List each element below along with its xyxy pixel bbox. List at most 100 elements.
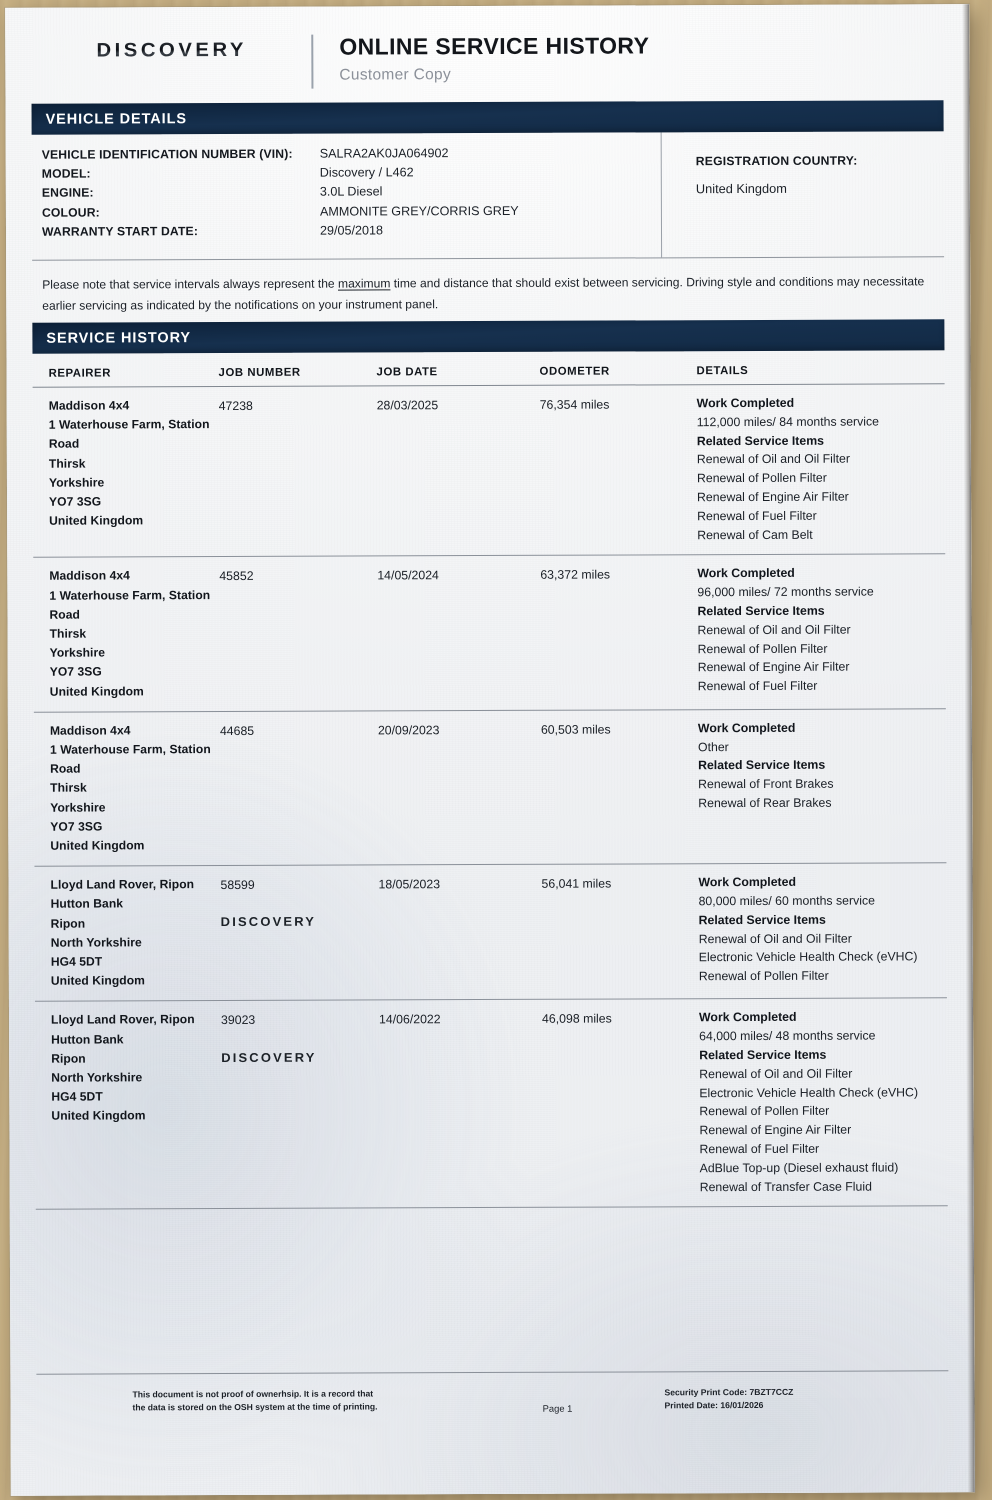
details-heading: Work Completed	[698, 875, 797, 890]
cell-odometer: 56,041 miles	[541, 873, 696, 989]
registration-country-block: REGISTRATION COUNTRY: United Kingdom	[662, 131, 944, 257]
cell-odometer: 63,372 miles	[540, 565, 696, 700]
cell-repairer: Maddison 4x4 1 Waterhouse Farm, Station Ro…	[34, 721, 221, 856]
value-vin: SALRA2AK0JA064902	[319, 146, 449, 161]
details-item: Renewal of Pollen Filter	[699, 1104, 830, 1119]
details-heading: Related Service Items	[697, 603, 825, 619]
repairer-address-line: Thirsk	[48, 456, 86, 471]
repairer-address-line: Lloyd Land Rover, Ripon	[50, 877, 195, 892]
value-warranty-start-date: 29/05/2018	[319, 223, 384, 238]
job-number-value: 45852	[219, 569, 254, 584]
service-history-rows: Maddison 4x4 1 Waterhouse Farm, Station Ro…	[32, 384, 948, 1211]
service-history-table-header: REPAIRER JOB NUMBER JOB DATE ODOMETER DE…	[32, 352, 945, 388]
cell-details: Work Completed 112,000 miles/ 84 months s…	[695, 393, 946, 544]
table-tail-rule	[35, 1206, 949, 1376]
footer-printed-date: Printed Date: 16/01/2026	[664, 1399, 764, 1411]
details-item: Renewal of Engine Air Filter	[697, 489, 849, 505]
details-item: 112,000 miles/ 84 months service	[696, 414, 880, 430]
details-item: Renewal of Fuel Filter	[697, 678, 818, 694]
cell-job-date: 20/09/2023	[378, 720, 542, 855]
table-row: Lloyd Land Rover, Ripon Hutton Bank Ripon N…	[34, 998, 948, 1211]
details-item: Renewal of Cam Belt	[697, 527, 813, 542]
repairer-address-line: United Kingdom	[49, 683, 144, 699]
repairer-address-line: Ripon	[50, 916, 86, 931]
cell-details: Work Completed 64,000 miles/ 48 months se…	[697, 1008, 948, 1197]
repairer-address-line: Maddison 4x4	[49, 568, 130, 584]
repairer-address-line: Ripon	[51, 1051, 86, 1066]
job-date-value: 28/03/2025	[376, 398, 439, 413]
vehicle-details-section: VEHICLE IDENTIFICATION NUMBER (VIN): MOD…	[31, 131, 945, 261]
document-header: DISCOVERY ONLINE SERVICE HISTORY Custome…	[31, 4, 943, 104]
details-item: AdBlue Top-up (Diesel exhaust fluid)	[699, 1160, 899, 1176]
cell-job-number: 58599 DISCOVERY	[220, 875, 378, 991]
repairer-address-line: North Yorkshire	[51, 1070, 143, 1085]
details-item: Renewal of Oil and Oil Filter	[698, 931, 852, 946]
details-heading: Related Service Items	[698, 758, 826, 773]
label-warranty-start-date: WARRANTY START DATE:	[41, 223, 199, 239]
note-underlined-word: maximum	[337, 276, 391, 291]
footer-print-info: Security Print Code: 7BZT7CCZ Printed Da…	[652, 1386, 944, 1412]
cell-job-number: 47238	[219, 395, 378, 546]
details-item: Renewal of Pollen Filter	[698, 968, 829, 984]
details-item: Electronic Vehicle Health Check (eVHC)	[698, 949, 918, 965]
details-item: Other	[697, 739, 729, 754]
repairer-address-line: Hutton Bank	[50, 896, 124, 912]
details-heading: Related Service Items	[698, 912, 826, 928]
repairer-address-line: Thirsk	[49, 626, 87, 641]
repairer-address-line: YO7 3SG	[49, 494, 102, 509]
repairer-address-line: Maddison 4x4	[48, 398, 130, 413]
repairer-address-line: Road	[48, 436, 80, 452]
repairer-address-line: Road	[50, 761, 81, 776]
table-row: Lloyd Land Rover, Ripon Hutton Bank Ripon N…	[34, 863, 947, 1003]
table-row: Maddison 4x4 1 Waterhouse Farm, Station Ro…	[33, 554, 946, 713]
repairer-address-line: Hutton Bank	[51, 1032, 124, 1047]
cell-repairer: Maddison 4x4 1 Waterhouse Farm, Station Ro…	[33, 566, 220, 701]
document-footer: This document is not proof of ownerhsip.…	[36, 1372, 948, 1418]
details-item: Renewal of Engine Air Filter	[697, 659, 850, 675]
label-engine: ENGINE:	[41, 185, 94, 201]
footer-page-number: Page 1	[542, 1403, 573, 1415]
repairer-address-line: HG4 5DT	[51, 1089, 103, 1104]
job-number-value: 39023	[221, 1013, 256, 1028]
repairer-address-line: 1 Waterhouse Farm, Station	[49, 587, 211, 603]
details-item: Electronic Vehicle Health Check (eVHC)	[699, 1084, 919, 1100]
cell-details: Work Completed 80,000 miles/ 60 months se…	[696, 872, 946, 988]
label-vin: VEHICLE IDENTIFICATION NUMBER (VIN):	[41, 146, 293, 162]
brand-logo-area: DISCOVERY	[31, 33, 311, 63]
vehicle-details-left: VEHICLE IDENTIFICATION NUMBER (VIN): MOD…	[31, 132, 663, 260]
page-title: ONLINE SERVICE HISTORY	[339, 32, 650, 60]
repairer-address-line: 1 Waterhouse Farm, Station	[49, 742, 211, 757]
repairer-address-line: Yorkshire	[49, 645, 105, 660]
footer-security-print-code: Security Print Code: 7BZT7CCZ	[664, 1387, 794, 1398]
footer-disclaimer-line-2: the data is stored on the OSH system at …	[132, 1401, 378, 1413]
column-header-job-number: JOB NUMBER	[218, 366, 301, 380]
vehicle-details-values: SALRA2AK0JA064902 Discovery / L462 3.0L …	[317, 145, 519, 259]
repairer-address-line: Maddison 4x4	[49, 723, 131, 738]
job-date-value: 14/05/2024	[377, 568, 439, 583]
cell-job-date: 28/03/2025	[377, 395, 541, 546]
service-history-document: DISCOVERY ONLINE SERVICE HISTORY Custome…	[5, 4, 975, 1496]
label-registration-country: REGISTRATION COUNTRY:	[695, 153, 858, 169]
repairer-address-line: YO7 3SG	[49, 664, 102, 680]
vehicle-details-band-label: VEHICLE DETAILS	[45, 110, 187, 128]
job-number-value: 47238	[218, 398, 253, 414]
cell-job-number: 45852	[219, 566, 378, 701]
repairer-address-line: Road	[49, 607, 80, 622]
job-date-value: 18/05/2023	[378, 877, 441, 892]
value-registration-country: United Kingdom	[695, 180, 787, 197]
column-header-odometer: ODOMETER	[539, 365, 610, 378]
details-heading: Work Completed	[697, 720, 796, 735]
column-header-job-date: JOB DATE	[376, 366, 438, 379]
cell-repairer: Lloyd Land Rover, Ripon Hutton Bank Ripon N…	[35, 1010, 222, 1199]
details-item: 64,000 miles/ 48 months service	[699, 1028, 876, 1044]
repairer-address-line: North Yorkshire	[50, 935, 142, 950]
service-history-band-label: SERVICE HISTORY	[46, 329, 192, 347]
repairer-address-line: Yorkshire	[50, 800, 106, 815]
cell-job-number: 44685	[220, 720, 379, 855]
repairer-address-line: Thirsk	[50, 780, 87, 796]
discovery-watermark-logo: DISCOVERY	[220, 915, 317, 930]
value-engine: 3.0L Diesel	[319, 184, 383, 200]
cell-job-number: 39023 DISCOVERY	[221, 1010, 380, 1199]
repairer-address-line: 1 Waterhouse Farm, Station	[48, 417, 210, 432]
label-model: MODEL:	[41, 166, 91, 181]
